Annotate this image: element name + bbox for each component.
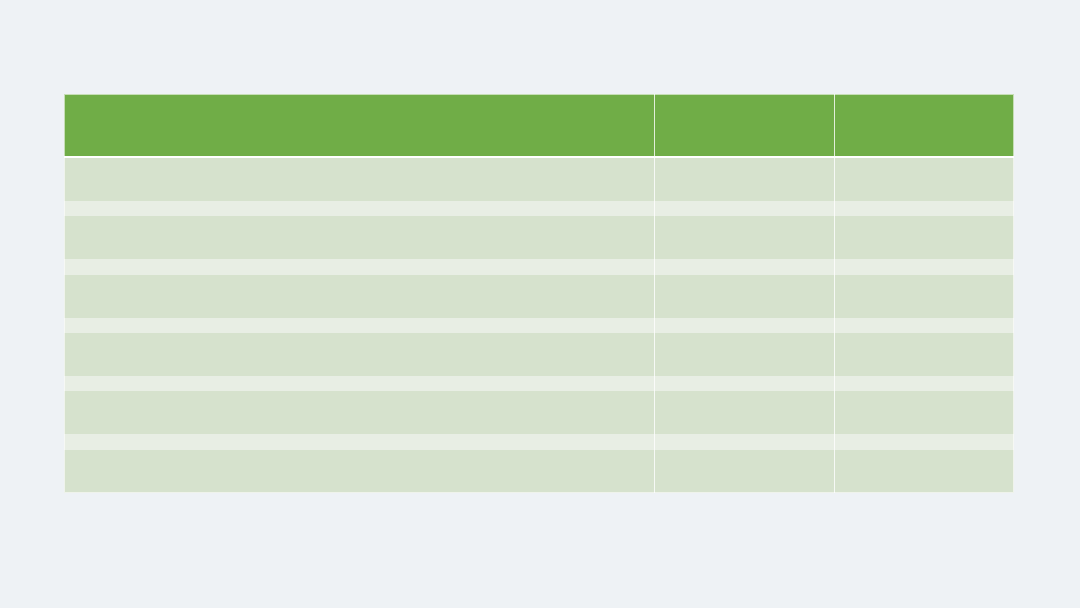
table xyxy=(64,94,1014,493)
table-row xyxy=(64,275,1014,318)
table-border xyxy=(64,94,1014,493)
table-header xyxy=(64,94,1014,156)
table-row xyxy=(64,158,1014,201)
header-border xyxy=(64,156,1014,158)
table-body xyxy=(64,158,1014,493)
table-row xyxy=(64,450,1014,493)
table-row xyxy=(64,216,1014,259)
table-row xyxy=(64,333,1014,376)
table-row xyxy=(64,391,1014,434)
